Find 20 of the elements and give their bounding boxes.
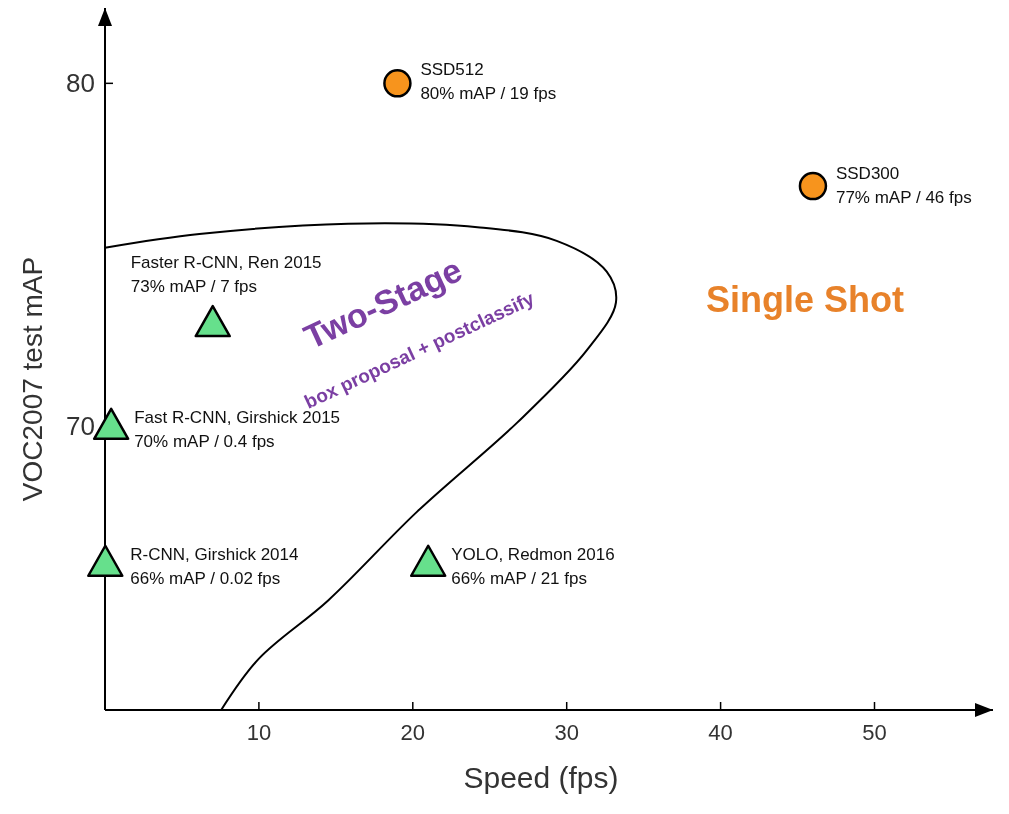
point (87, 544, 124, 577)
y-axis-title: VOC2007 test mAP (17, 256, 48, 502)
x-tick-label: 30 (554, 720, 579, 745)
x-tick-label: 10 (246, 720, 272, 745)
annotation: R-CNN, Girshick 2014 66% mAP / 0.02 fps (130, 544, 299, 588)
annotation: SSD512 80% mAP / 19 fps (420, 60, 557, 104)
annotation: SSD300 77% mAP / 46 fps (835, 164, 972, 208)
point (409, 544, 447, 577)
annotation: YOLO, Redmon 2016 66% mAP / 21 fps (451, 544, 615, 588)
point (798, 171, 828, 201)
point (194, 304, 231, 338)
x-tick-label: 50 (862, 720, 887, 745)
y-tick-label: 80 (66, 68, 95, 99)
y-tick-label: 70 (66, 410, 95, 441)
point (92, 407, 130, 441)
x-axis-title: Speed (fps) (463, 761, 619, 794)
annotation: Single Shot (706, 279, 905, 320)
point (383, 69, 412, 98)
x-tick-label: 20 (400, 720, 426, 745)
x-tick-label: 40 (708, 720, 733, 745)
